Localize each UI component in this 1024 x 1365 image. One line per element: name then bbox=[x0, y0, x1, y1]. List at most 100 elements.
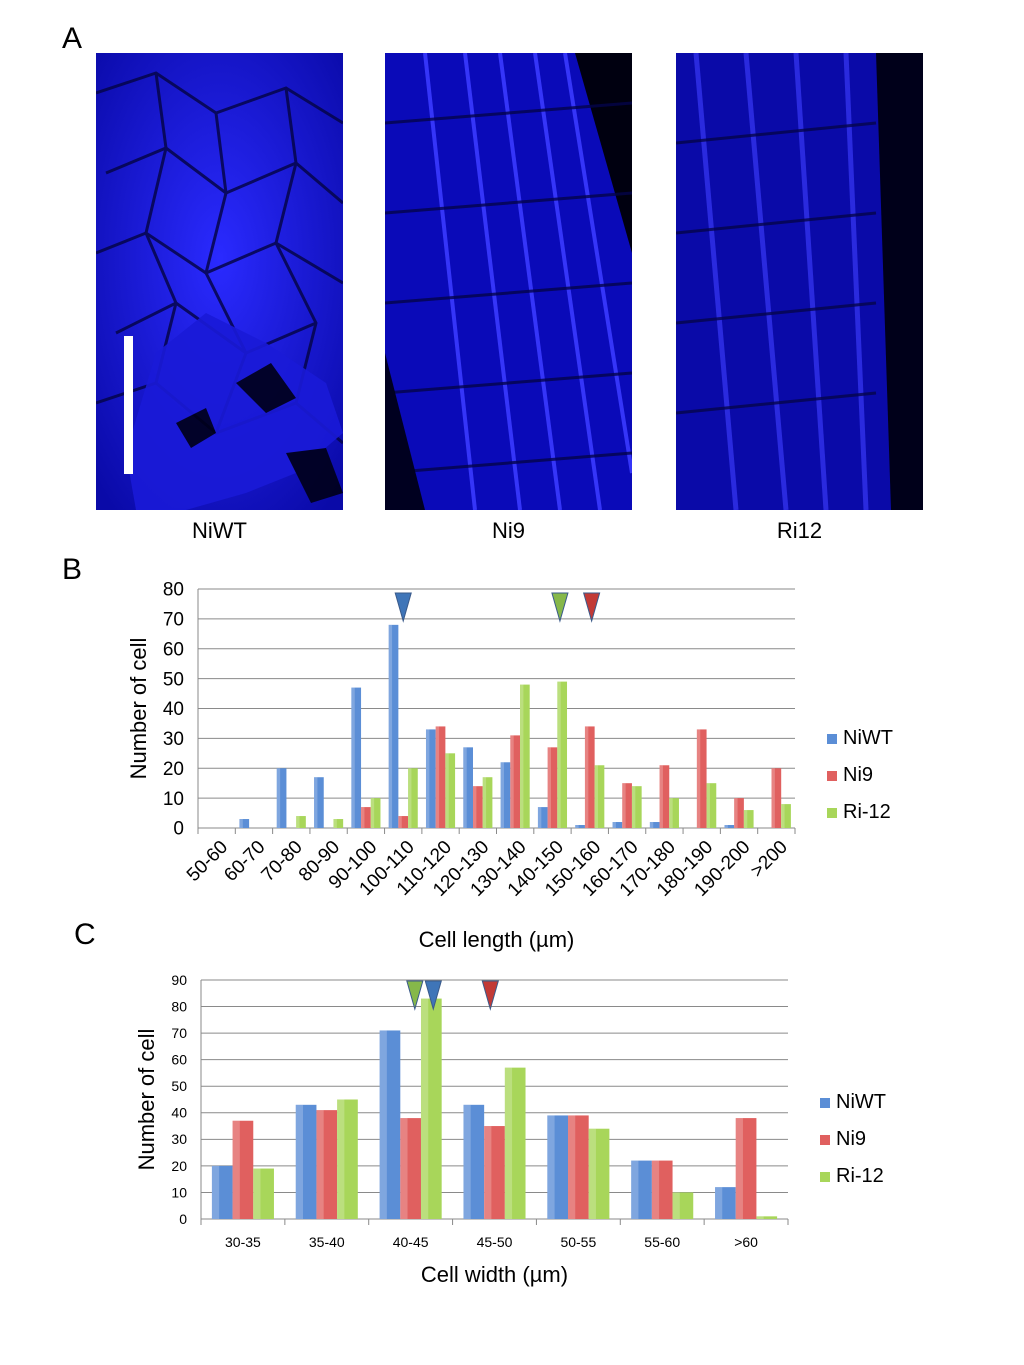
micrograph-ni9 bbox=[385, 53, 632, 510]
bar-highlight bbox=[420, 998, 429, 1219]
bar-highlight bbox=[649, 822, 654, 828]
bar-highlight bbox=[756, 1216, 764, 1219]
bar-highlight bbox=[735, 1118, 743, 1219]
bar-highlight bbox=[400, 1118, 408, 1219]
y-tick-label: 20 bbox=[171, 1158, 187, 1174]
bar-ni9 bbox=[400, 1118, 421, 1219]
y-tick-label: 10 bbox=[171, 1184, 187, 1200]
panel-letter-b: B bbox=[62, 553, 83, 586]
bar-highlight bbox=[547, 1115, 555, 1219]
bar-niwt bbox=[463, 1104, 485, 1219]
bar-highlight bbox=[547, 747, 552, 828]
y-tick-label: 90 bbox=[171, 972, 187, 988]
bar-highlight bbox=[445, 753, 449, 828]
bar-highlight bbox=[669, 798, 673, 828]
legend-swatch-ni9 bbox=[827, 771, 837, 781]
y-tick-label: 20 bbox=[163, 759, 184, 780]
cell-width-chart: 0 10 20 30 40 50 60 70 80 90 30-35 35-40 40-45 45-50 5… bbox=[134, 972, 886, 1287]
x-tick-label: 45-50 bbox=[477, 1234, 513, 1250]
bar-ri-12 bbox=[445, 753, 456, 828]
bar-highlight bbox=[239, 819, 243, 828]
bar-highlight bbox=[622, 783, 626, 828]
bar-ni9 bbox=[659, 765, 670, 828]
bar-highlight bbox=[520, 684, 524, 828]
bar-ni9 bbox=[584, 726, 595, 828]
x-tick-label: >60 bbox=[734, 1234, 758, 1250]
bar-ri-12 bbox=[504, 1067, 526, 1219]
bar-highlight bbox=[500, 762, 504, 828]
y-tick-label: 60 bbox=[171, 1052, 187, 1068]
bar-ri-12 bbox=[594, 765, 605, 828]
bar-ri-12 bbox=[743, 810, 754, 828]
bar-highlight bbox=[771, 768, 775, 828]
bar-highlight bbox=[398, 816, 402, 828]
bar-highlight bbox=[296, 816, 300, 828]
bar-niwt bbox=[547, 1115, 569, 1219]
arrow-marker-ni9 bbox=[582, 592, 601, 623]
x-tick-label: 50-55 bbox=[560, 1234, 596, 1250]
bar-highlight bbox=[388, 624, 393, 828]
bar-highlight bbox=[510, 735, 514, 828]
bar-niwt bbox=[500, 762, 511, 828]
bar-niwt bbox=[631, 1160, 652, 1219]
bar-highlight bbox=[333, 819, 337, 828]
bar-highlight bbox=[484, 1126, 492, 1219]
bar-niwt bbox=[211, 1165, 233, 1219]
bar-ri-12 bbox=[588, 1128, 610, 1219]
bar-highlight bbox=[482, 777, 487, 828]
arrow-marker-niwt bbox=[424, 980, 442, 1011]
bar-highlight bbox=[672, 1192, 680, 1219]
bar-niwt bbox=[575, 825, 585, 828]
bar-highlight bbox=[314, 777, 318, 828]
bar-ri-12 bbox=[408, 768, 418, 828]
y-tick-label: 80 bbox=[163, 580, 184, 601]
bar-ni9 bbox=[510, 735, 521, 828]
bar-ni9 bbox=[547, 747, 558, 828]
y-tick-label: 0 bbox=[173, 819, 184, 840]
bar-niwt bbox=[351, 687, 362, 828]
bar-highlight bbox=[295, 1104, 303, 1219]
bar-ni9 bbox=[472, 786, 483, 828]
x-tick-label: 35-40 bbox=[309, 1234, 345, 1250]
bar-ni9 bbox=[771, 768, 782, 828]
bar-ri-12 bbox=[482, 777, 493, 828]
bar-highlight bbox=[504, 1067, 513, 1219]
bar-niwt bbox=[724, 825, 735, 828]
y-tick-label: 30 bbox=[163, 729, 184, 750]
bar-ni9 bbox=[435, 726, 446, 828]
bar-highlight bbox=[463, 747, 467, 828]
y-tick-label: 70 bbox=[171, 1025, 187, 1041]
y-tick-label: 80 bbox=[171, 998, 187, 1014]
bar-highlight bbox=[537, 807, 542, 828]
micrograph-label-ni9: Ni9 bbox=[491, 518, 525, 543]
arrow-marker-ri-12 bbox=[406, 980, 424, 1011]
bar-ni9 bbox=[696, 729, 707, 828]
legend-label-ni9: Ni9 bbox=[836, 1128, 866, 1150]
bar-highlight bbox=[370, 798, 375, 828]
y-tick-label: 0 bbox=[179, 1211, 187, 1227]
legend-label-niwt: NiWT bbox=[843, 727, 893, 749]
bar-highlight bbox=[337, 1099, 345, 1219]
bar-niwt bbox=[649, 822, 660, 828]
bar-highlight bbox=[316, 1110, 324, 1219]
bar-highlight bbox=[211, 1165, 220, 1219]
x-axis-title: Cell width (µm) bbox=[421, 1262, 568, 1287]
bar-highlight bbox=[651, 1160, 660, 1219]
bar-ni9 bbox=[398, 816, 409, 828]
y-tick-label: 70 bbox=[163, 610, 184, 631]
bar-highlight bbox=[631, 1160, 639, 1219]
bar-highlight bbox=[253, 1168, 261, 1219]
bar-ni9 bbox=[735, 1118, 757, 1219]
bar-niwt bbox=[295, 1104, 317, 1219]
bar-niwt bbox=[425, 729, 436, 828]
bar-ri-12 bbox=[631, 786, 642, 828]
bar-highlight bbox=[584, 726, 589, 828]
bar-ri-12 bbox=[253, 1168, 274, 1219]
y-axis-title: Number of cell bbox=[126, 638, 151, 780]
bar-highlight bbox=[706, 783, 710, 828]
bar-highlight bbox=[408, 768, 412, 828]
bar-ni9 bbox=[568, 1115, 589, 1219]
micrograph-niwt bbox=[96, 53, 343, 510]
bar-ri-12 bbox=[669, 798, 679, 828]
bar-highlight bbox=[568, 1115, 576, 1219]
